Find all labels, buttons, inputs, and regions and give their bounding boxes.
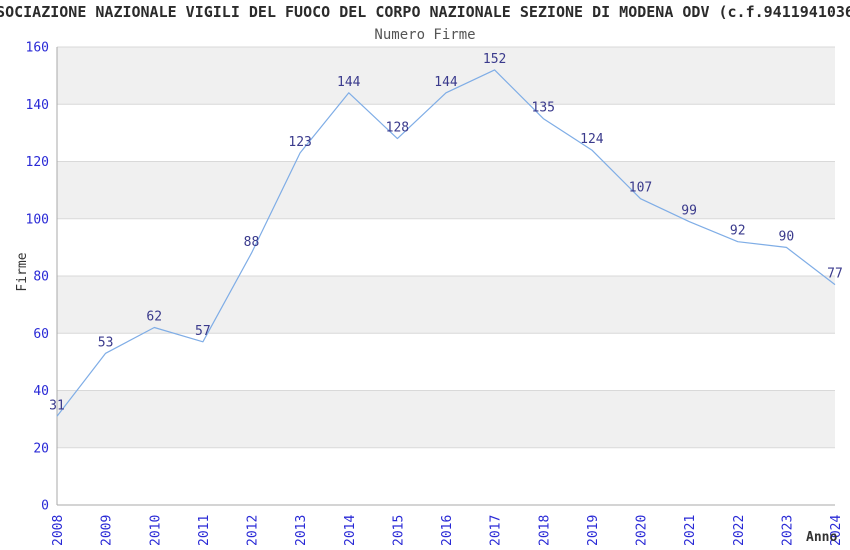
data-label: 92: [730, 224, 746, 239]
x-axis-title: Anno: [806, 530, 837, 545]
series-line: [56, 69, 836, 417]
data-label: 128: [386, 121, 409, 136]
x-tick-label: 2011: [197, 515, 212, 546]
x-tick-label: 2016: [440, 515, 455, 546]
grid-band: [57, 47, 835, 105]
y-tick-labels: 0 20 40 60 80 100 120 140 160: [26, 41, 49, 514]
x-tick-label: 2019: [586, 515, 601, 546]
y-tick-label: 120: [26, 155, 49, 170]
x-tick-label: 2023: [780, 515, 795, 546]
data-label: 77: [827, 267, 843, 282]
x-tick-label: 2022: [732, 515, 747, 546]
y-gridlines: [57, 46, 835, 449]
x-tick-label: 2020: [635, 515, 650, 546]
x-tick-label: 2015: [391, 515, 406, 546]
data-label: 62: [146, 310, 162, 325]
data-label: 152: [483, 52, 506, 67]
data-label: 53: [98, 335, 114, 350]
data-label: 123: [288, 135, 311, 150]
x-tick-labels: 2008 2009 2010 2011 2012 2013 2014 2015 2016 2017…: [51, 515, 844, 546]
plot-bands: [57, 47, 835, 448]
x-tick-label: 2021: [683, 515, 698, 546]
data-label: 88: [244, 235, 260, 250]
x-tick-label: 2024: [829, 515, 844, 546]
y-tick-label: 100: [26, 212, 49, 227]
x-tick-label: 2010: [148, 515, 163, 546]
data-label: 124: [580, 132, 604, 147]
data-label: 99: [681, 204, 697, 219]
x-tick-label: 2018: [537, 515, 552, 546]
x-tick-label: 2017: [489, 515, 504, 546]
chart-super-title: ASSOCIAZIONE NAZIONALE VIGILI DEL FUOCO …: [0, 3, 850, 21]
grid-band: [57, 276, 835, 334]
data-label: 135: [532, 101, 555, 116]
chart-title: Numero Firme: [374, 27, 476, 43]
axes: [56, 47, 835, 506]
grid-band: [57, 390, 835, 448]
data-labels: 31 53 62 57 88 123 144 128 144 152 135 124 107 99 92 90…: [49, 52, 843, 413]
y-tick-label: 40: [33, 384, 49, 399]
x-tick-label: 2012: [246, 515, 261, 546]
y-tick-label: 20: [33, 441, 49, 456]
y-tick-label: 140: [26, 98, 49, 113]
y-tick-label: 0: [41, 499, 49, 514]
y-tick-label: 80: [33, 270, 49, 285]
data-label: 90: [779, 229, 795, 244]
x-tick-label: 2008: [51, 515, 66, 546]
data-label: 57: [195, 324, 211, 339]
x-tick-label: 2014: [343, 515, 358, 546]
data-label: 107: [629, 181, 652, 196]
data-label: 144: [434, 75, 458, 90]
data-label: 31: [49, 398, 65, 413]
data-label: 144: [337, 75, 361, 90]
y-tick-label: 160: [26, 41, 49, 56]
x-tick-label: 2009: [100, 515, 115, 546]
series-polyline: [56, 69, 836, 417]
y-axis-title: Firme: [15, 252, 30, 291]
y-tick-label: 60: [33, 327, 49, 342]
x-tick-label: 2013: [294, 515, 309, 546]
grid-band: [57, 161, 835, 219]
